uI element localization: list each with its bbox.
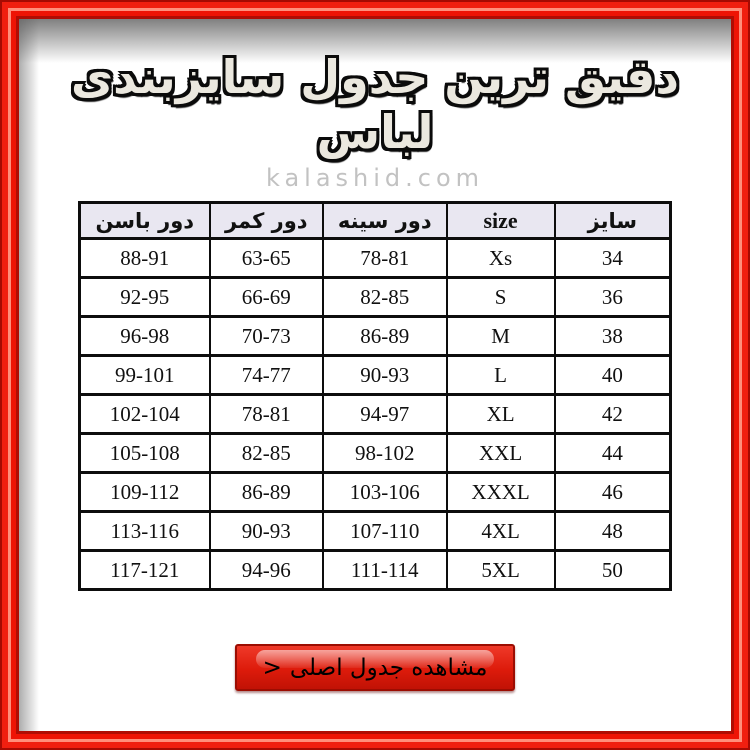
watermark: kalashid.com xyxy=(265,164,485,193)
table-cell: 90-93 xyxy=(208,510,324,553)
table-cell: 78-81 xyxy=(321,237,448,280)
table-cell: 88-91 xyxy=(78,237,211,280)
table-cell: 63-65 xyxy=(208,237,324,280)
table-cell: 98-102 xyxy=(321,432,448,475)
page-content: دقیق ترین جدول سایزبندی لباس kalashid.co… xyxy=(19,19,731,731)
table-body: 88-91 63-65 78-81 Xs 34 92-95 66-69 82-8… xyxy=(78,237,672,592)
table-cell: 102-104 xyxy=(78,393,211,436)
table-cell: 74-77 xyxy=(208,354,324,397)
red-frame-inner-dark: دقیق ترین جدول سایزبندی لباس kalashid.co… xyxy=(16,16,734,734)
table-header-row: دور باسن دور کمر دور سینه size سایز xyxy=(78,201,672,241)
table-cell: 38 xyxy=(553,315,672,358)
table-cell: 5XL xyxy=(445,549,556,592)
table-cell: XXXL xyxy=(445,471,556,514)
table-cell: 86-89 xyxy=(321,315,448,358)
table-row: 92-95 66-69 82-85 S 36 xyxy=(78,276,672,319)
table-cell: 103-106 xyxy=(321,471,448,514)
table-cell: 109-112 xyxy=(78,471,211,514)
view-original-table-button[interactable]: مشاهده جدول اصلی > xyxy=(235,644,515,692)
table-row: 88-91 63-65 78-81 Xs 34 xyxy=(78,237,672,280)
table-cell: 66-69 xyxy=(208,276,324,319)
table-cell: XXL xyxy=(445,432,556,475)
table-cell: 111-114 xyxy=(321,549,448,592)
table-cell: 99-101 xyxy=(78,354,211,397)
table-cell: 82-85 xyxy=(208,432,324,475)
table-row: 113-116 90-93 107-110 4XL 48 xyxy=(78,510,672,553)
table-cell: 90-93 xyxy=(321,354,448,397)
table-row: 102-104 78-81 94-97 XL 42 xyxy=(78,393,672,436)
table-cell: 113-116 xyxy=(78,510,211,553)
table-cell: 86-89 xyxy=(208,471,324,514)
table-cell: 82-85 xyxy=(321,276,448,319)
table-cell: 96-98 xyxy=(78,315,211,358)
table-row: 99-101 74-77 90-93 L 40 xyxy=(78,354,672,397)
column-header-size-en: size xyxy=(445,201,556,241)
table-cell: S xyxy=(445,276,556,319)
column-header-waist: دور کمر xyxy=(208,201,324,241)
table-row: 105-108 82-85 98-102 XXL 44 xyxy=(78,432,672,475)
table-cell: 36 xyxy=(553,276,672,319)
column-header-size-fa: سایز xyxy=(553,201,672,241)
table-cell: 78-81 xyxy=(208,393,324,436)
table-cell: 117-121 xyxy=(78,549,211,592)
table-cell: Xs xyxy=(445,237,556,280)
table-cell: 70-73 xyxy=(208,315,324,358)
column-header-hips: دور باسن xyxy=(78,201,211,241)
table-cell: L xyxy=(445,354,556,397)
table-cell: 44 xyxy=(553,432,672,475)
table-cell: 92-95 xyxy=(78,276,211,319)
table-cell: XL xyxy=(445,393,556,436)
table-cell: M xyxy=(445,315,556,358)
table-row: 109-112 86-89 103-106 XXXL 46 xyxy=(78,471,672,514)
table-cell: 94-97 xyxy=(321,393,448,436)
table-cell: 34 xyxy=(553,237,672,280)
table-row: 96-98 70-73 86-89 M 38 xyxy=(78,315,672,358)
table-cell: 107-110 xyxy=(321,510,448,553)
red-frame-inner-bright: دقیق ترین جدول سایزبندی لباس kalashid.co… xyxy=(11,11,739,739)
button-label: مشاهده جدول اصلی xyxy=(289,654,488,681)
table-cell: 94-96 xyxy=(208,549,324,592)
table-cell: 4XL xyxy=(445,510,556,553)
table-cell: 50 xyxy=(553,549,672,592)
table-cell: 48 xyxy=(553,510,672,553)
red-frame-highlight: دقیق ترین جدول سایزبندی لباس kalashid.co… xyxy=(8,8,742,742)
table-cell: 40 xyxy=(553,354,672,397)
size-chart-table: دور باسن دور کمر دور سینه size سایز 88-9… xyxy=(78,201,672,592)
table-cell: 105-108 xyxy=(78,432,211,475)
column-header-chest: دور سینه xyxy=(321,201,448,241)
table-header: دور باسن دور کمر دور سینه size سایز xyxy=(78,201,672,241)
table-cell: 46 xyxy=(553,471,672,514)
table-cell: 42 xyxy=(553,393,672,436)
page-title: دقیق ترین جدول سایزبندی لباس xyxy=(71,50,679,160)
chevron-right-icon: > xyxy=(262,654,282,681)
table-row: 117-121 94-96 111-114 5XL 50 xyxy=(78,549,672,592)
